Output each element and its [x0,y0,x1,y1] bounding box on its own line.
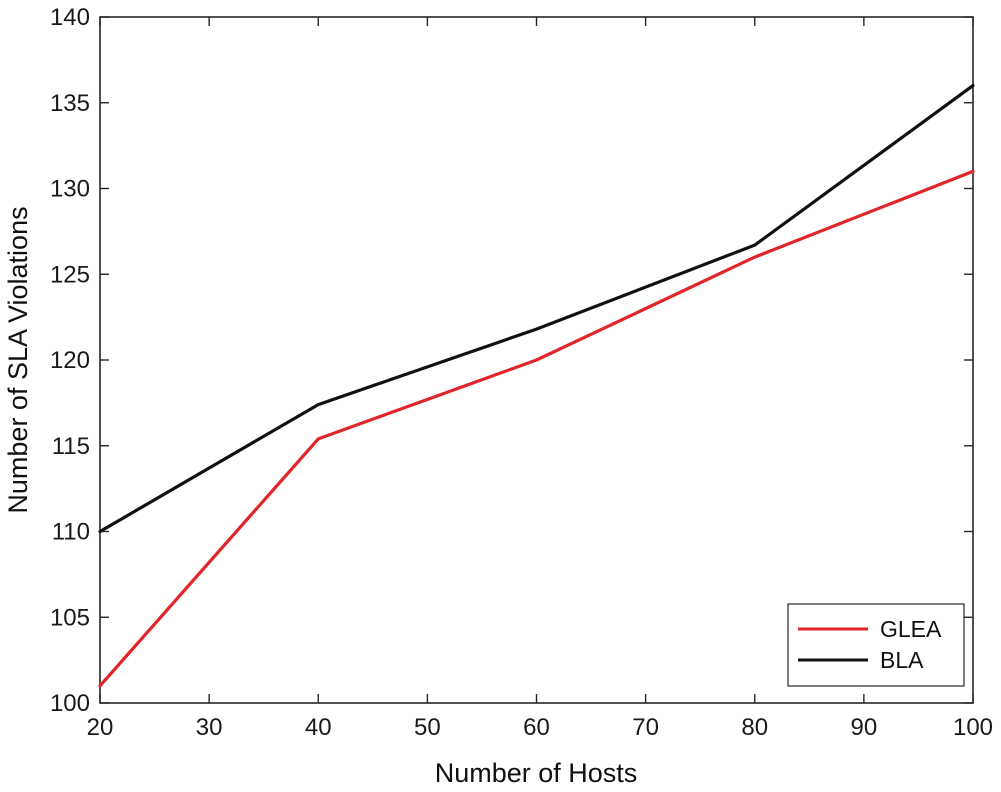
x-tick-label: 70 [632,714,659,741]
y-tick-label: 110 [52,519,90,546]
x-axis-ticks: 20 30 40 50 60 70 80 90 100 [87,17,993,741]
y-tick-label: 115 [52,433,90,460]
x-tick-label: 30 [196,714,223,741]
x-tick-label: 20 [87,714,114,741]
x-tick-label: 80 [741,714,768,741]
y-tick-label: 125 [50,261,90,288]
series-lines [98,83,975,688]
x-tick-label: 60 [523,714,550,741]
y-tick-label: 130 [50,176,90,203]
x-tick-label: 100 [953,714,993,741]
x-tick-label: 90 [851,714,878,741]
y-axis-title: Number of SLA Violations [3,206,33,513]
legend-label-bla: BLA [880,647,924,673]
legend-label-glea: GLEA [880,616,942,642]
x-tick-label: 50 [414,714,441,741]
x-axis-title: Number of Hosts [435,758,638,788]
legend: GLEA BLA [787,603,965,687]
y-axis-ticks: 100 105 110 115 120 125 130 135 140 [50,4,973,717]
legend-box [787,603,965,687]
series-line-bla [98,83,975,534]
series-line-glea [98,169,975,688]
y-tick-label: 140 [50,4,90,31]
x-tick-label: 40 [305,714,332,741]
y-tick-label: 120 [50,347,90,374]
y-tick-label: 105 [50,604,90,631]
y-tick-label: 100 [50,690,90,717]
y-tick-label: 135 [50,90,90,117]
